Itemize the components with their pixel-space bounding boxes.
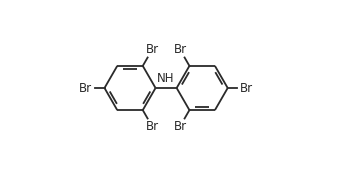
Text: Br: Br	[79, 81, 92, 95]
Text: Br: Br	[240, 81, 253, 95]
Text: NH: NH	[157, 72, 175, 85]
Text: Br: Br	[174, 120, 187, 133]
Text: Br: Br	[146, 43, 159, 56]
Text: Br: Br	[174, 43, 187, 56]
Text: Br: Br	[146, 120, 159, 133]
